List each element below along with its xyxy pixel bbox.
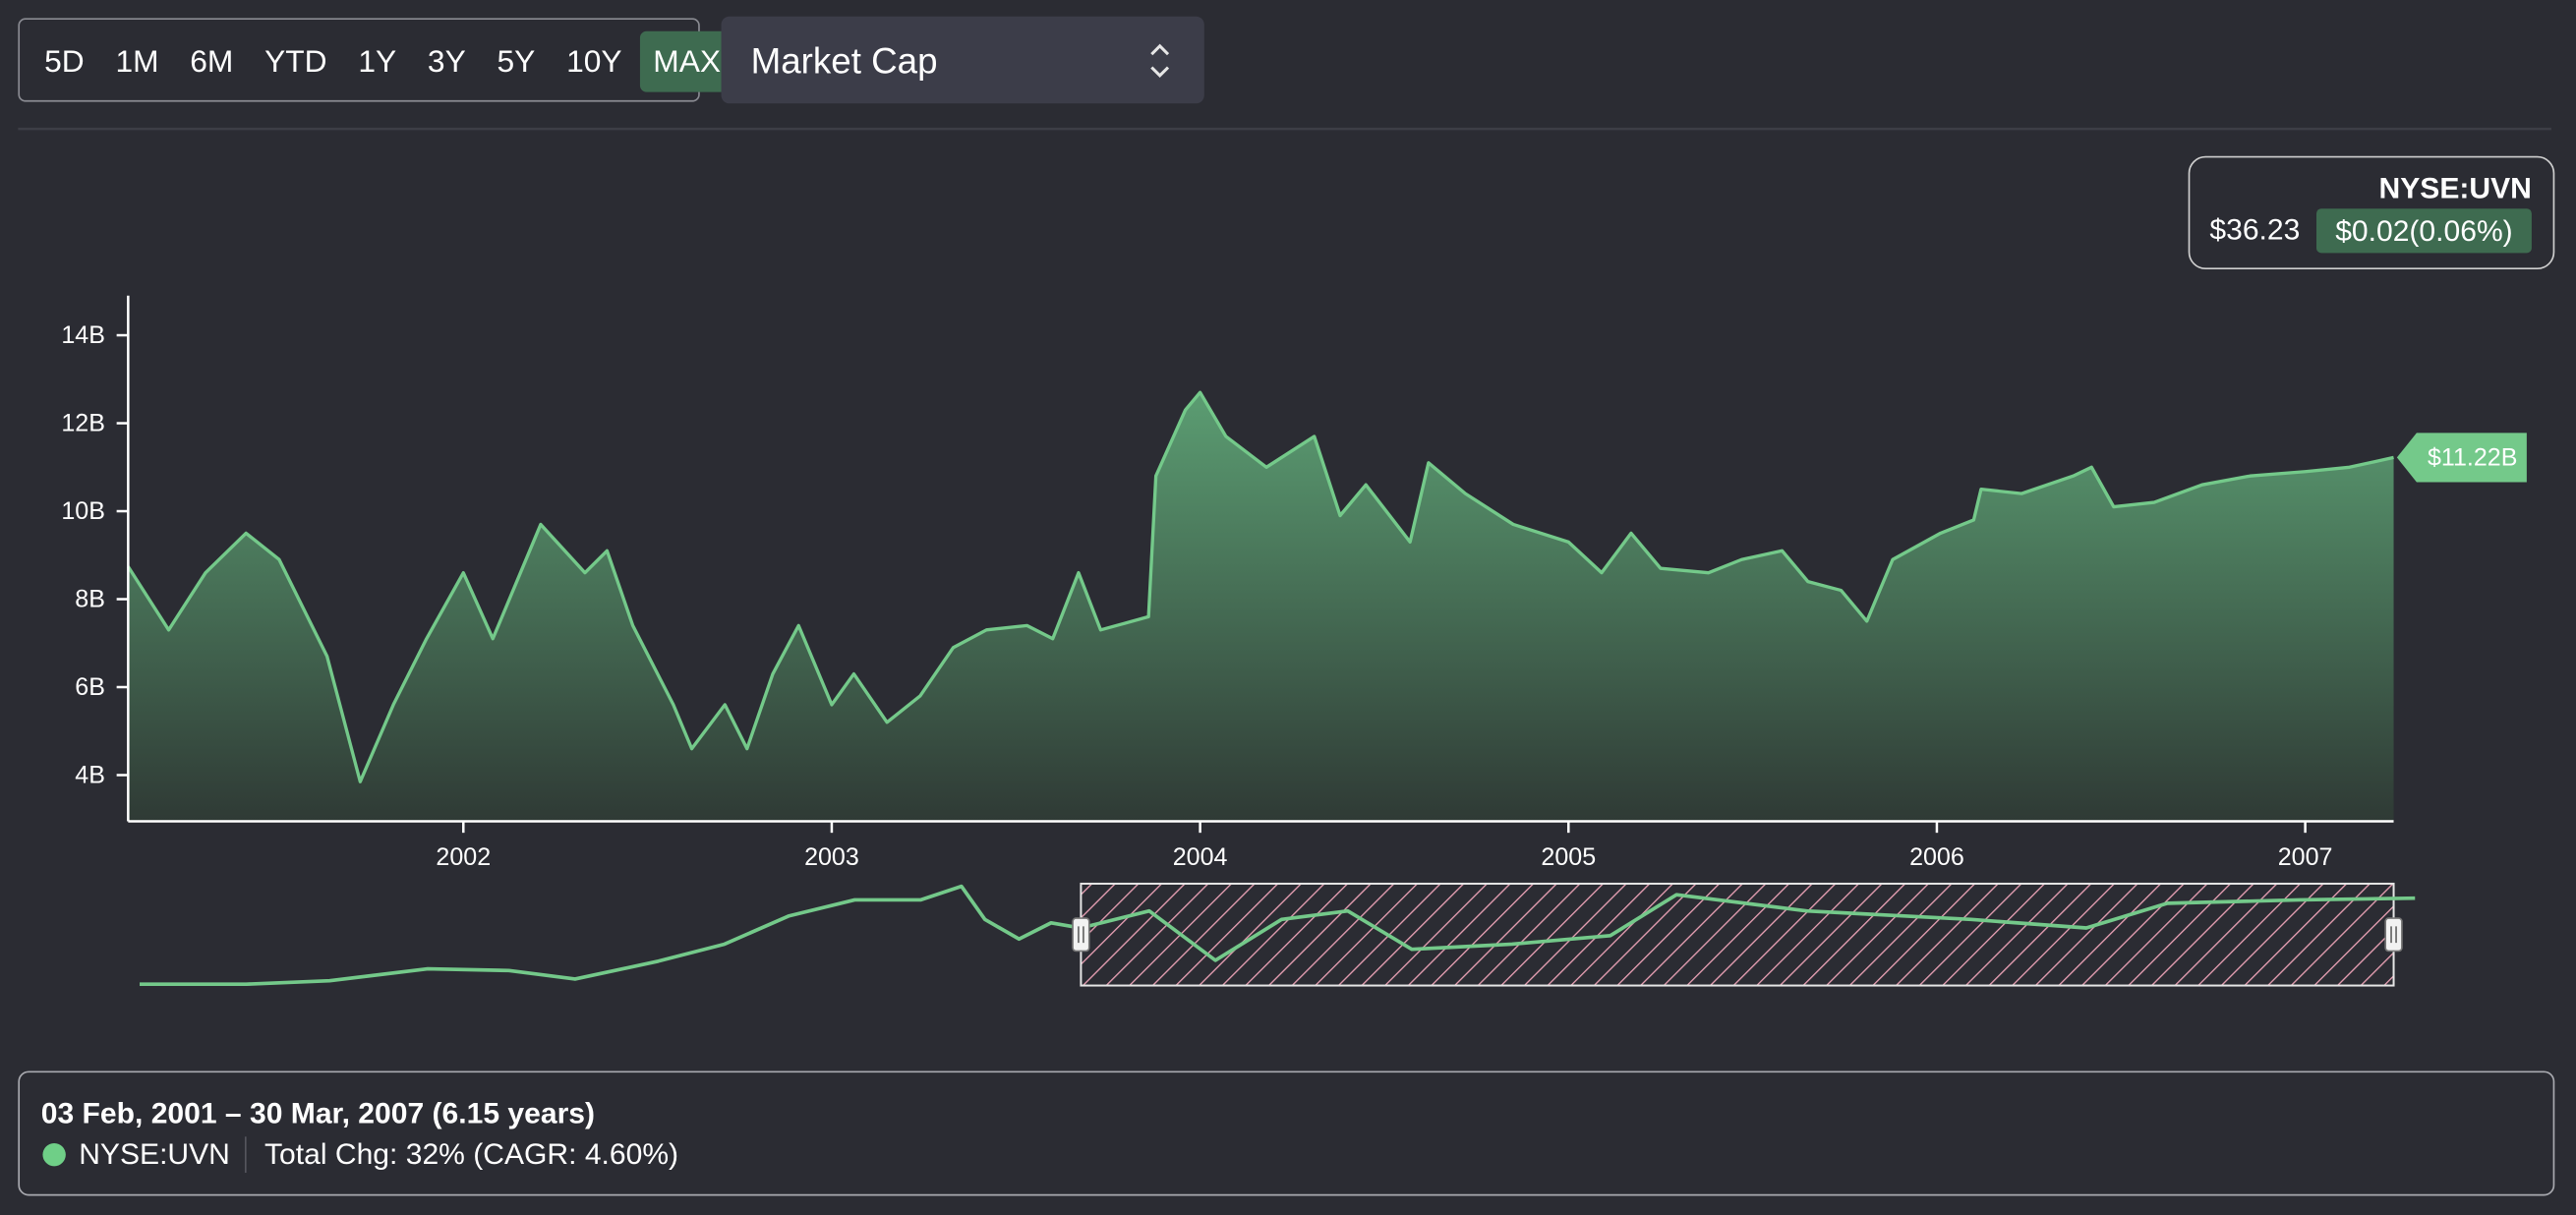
- range-buttons: 5D 1M 6M YTD 1Y 3Y 5Y 10Y MAX: [44, 30, 734, 92]
- area-line: [126, 390, 2394, 783]
- summary-range: 03 Feb, 2001 – 30 Mar, 2007 (6.15 years): [41, 1097, 595, 1129]
- change-badge: [2315, 208, 2532, 254]
- x-tick-label: 2003: [804, 843, 859, 871]
- main-chart: 4B 6B 8B 10B 12B 14B 2002 2003 2004 2005 2006 2007 $…: [61, 295, 2527, 871]
- range-button[interactable]: 6M: [190, 43, 233, 79]
- handle-grip: [1078, 926, 1084, 944]
- range-button[interactable]: 1M: [115, 43, 158, 79]
- range-button[interactable]: 1Y: [358, 43, 396, 79]
- y-tick-label: 10B: [61, 497, 105, 525]
- navigator: [140, 882, 2416, 987]
- ticker-change: $0.02(0.06%): [2335, 215, 2513, 248]
- ticker-name: NYSE:UVN: [2379, 173, 2532, 205]
- x-tick-label: 2007: [2278, 843, 2333, 871]
- x-tick-label: 2004: [1173, 843, 1228, 871]
- range-button[interactable]: 10Y: [566, 43, 621, 79]
- summary-change: Total Chg: 32% (CAGR: 4.60%): [264, 1138, 678, 1171]
- legend-dot: [42, 1142, 66, 1167]
- window-handle[interactable]: [2384, 917, 2403, 953]
- y-tick-label: 8B: [75, 586, 105, 613]
- summary-box: [18, 1070, 2555, 1196]
- handle-grip: [2390, 926, 2397, 944]
- range-button-active[interactable]: [639, 30, 734, 92]
- range-button[interactable]: MAX: [653, 43, 721, 79]
- range-button[interactable]: 5Y: [498, 43, 536, 79]
- range-button[interactable]: YTD: [264, 43, 326, 79]
- y-tick-label: 4B: [75, 761, 105, 788]
- metric-dropdown[interactable]: [721, 16, 1204, 104]
- area-fill: [128, 392, 2394, 822]
- ticker-price: $36.23: [2209, 213, 2300, 246]
- end-label: $11.22B: [2428, 443, 2517, 471]
- window-handle[interactable]: [1072, 917, 1090, 953]
- x-tick-label: 2006: [1909, 843, 1964, 871]
- y-tick-label: 12B: [61, 410, 105, 437]
- navigator-line: [140, 884, 2416, 987]
- y-tick-label: 6B: [75, 673, 105, 701]
- x-tick-label: 2002: [436, 843, 491, 871]
- end-label-tag: [2396, 433, 2527, 483]
- metric-label: Market Cap: [751, 40, 938, 81]
- y-tick-label: 14B: [61, 321, 105, 349]
- range-button[interactable]: 5D: [44, 43, 85, 79]
- x-tick-label: 2005: [1541, 843, 1596, 871]
- selection-window[interactable]: [1080, 882, 2395, 987]
- dropdown-chevron: [1150, 43, 1170, 78]
- ticker-card: [2188, 155, 2555, 270]
- summary-ticker: NYSE:UVN: [79, 1138, 230, 1171]
- range-button[interactable]: 3Y: [428, 43, 466, 79]
